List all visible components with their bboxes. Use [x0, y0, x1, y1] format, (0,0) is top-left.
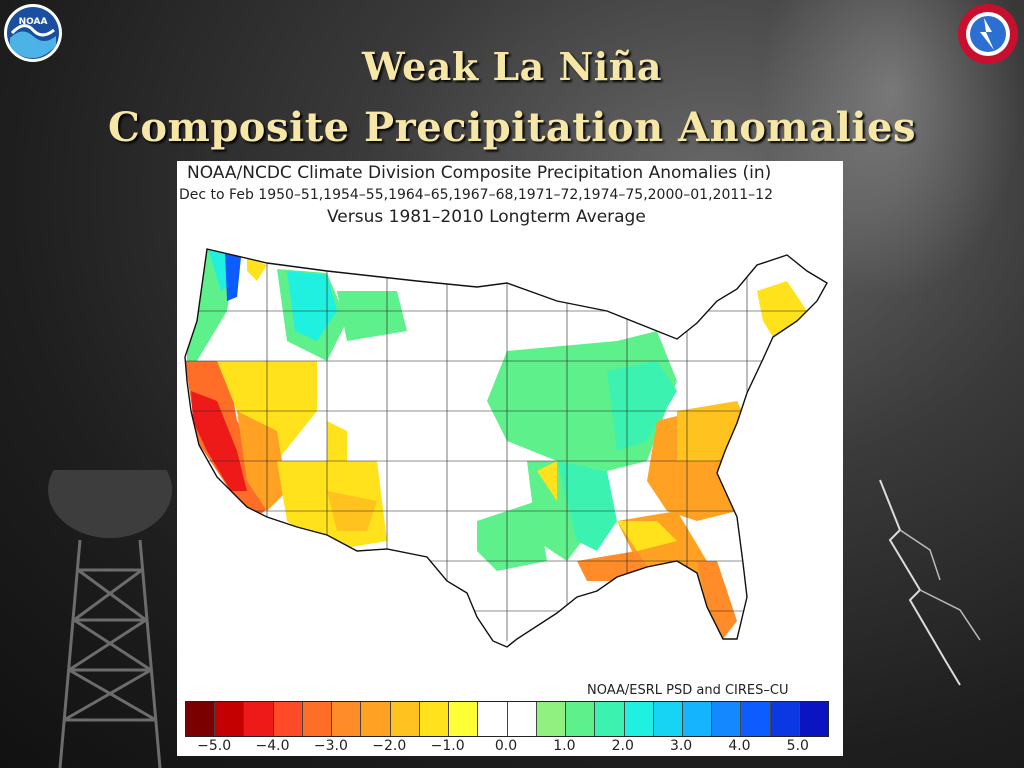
legend-color-cell [302, 702, 333, 736]
nws-logo-icon [958, 4, 1018, 64]
legend-tick-label: 0.0 [494, 738, 518, 754]
legend-tick-label: 5.0 [786, 738, 809, 754]
lightning-bolt-graphic [879, 479, 981, 686]
us-climate-division-map [184, 248, 828, 648]
legend-color-cell [741, 702, 771, 736]
legend-color-cell [595, 702, 625, 736]
legend-color-cell [566, 702, 596, 736]
legend-color-cell [332, 702, 362, 736]
legend-tick-label: 1.0 [553, 738, 576, 754]
legend-color-cell [273, 702, 303, 736]
legend-color-cell [449, 702, 479, 736]
map-header-title: NOAA/NCDC Climate Division Composite Pre… [187, 163, 772, 183]
legend-color-cell [244, 702, 274, 736]
legend-color-cell [682, 702, 713, 736]
legend-color-cell [770, 702, 800, 736]
noaa-logo-icon: NOAA [4, 4, 62, 62]
radar-tower-graphic [48, 470, 172, 768]
legend-tick-label: 3.0 [669, 738, 693, 754]
legend-tick-label: −4.0 [255, 738, 290, 754]
slide-title-line1: Weak La Niña [362, 44, 662, 89]
legend-color-cell [186, 702, 216, 736]
color-scale-legend [185, 701, 829, 737]
legend-color-cell [536, 702, 567, 736]
legend-color-cell [361, 702, 391, 736]
legend-tick-label: −3.0 [313, 738, 348, 754]
legend-color-cell [799, 702, 829, 736]
legend-tick-label: −5.0 [197, 738, 232, 754]
legend-color-cell [419, 702, 450, 736]
legend-color-cell [507, 702, 537, 736]
map-header-baseline: Versus 1981–2010 Longterm Average [327, 207, 646, 227]
legend-tick-label: −1.0 [430, 738, 465, 754]
map-credit: NOAA/ESRL PSD and CIRES–CU [587, 683, 789, 698]
legend-color-cell [215, 702, 245, 736]
noaa-logo-text: NOAA [19, 17, 48, 27]
legend-tick-label: 4.0 [728, 738, 751, 754]
legend-color-cell [712, 702, 742, 736]
map-header-years: Dec to Feb 1950–51,1954–55,1964–65,1967–… [179, 187, 773, 203]
legend-color-cell [653, 702, 683, 736]
precip-anomaly-map-panel: NOAA/NCDC Climate Division Composite Pre… [177, 161, 843, 756]
slide-title-line2: Composite Precipitation Anomalies [107, 104, 917, 151]
legend-color-cell [390, 702, 420, 736]
legend-color-cell [478, 702, 508, 736]
legend-color-cell [624, 702, 654, 736]
legend-tick-label: 2.0 [611, 738, 634, 754]
legend-tick-label: −2.0 [372, 738, 407, 754]
color-scale-ticks: −5.0 −4.0 −3.0 −2.0 −1.0 0.0 1.0 2.0 3.0 4.0 5.0 [185, 738, 827, 756]
